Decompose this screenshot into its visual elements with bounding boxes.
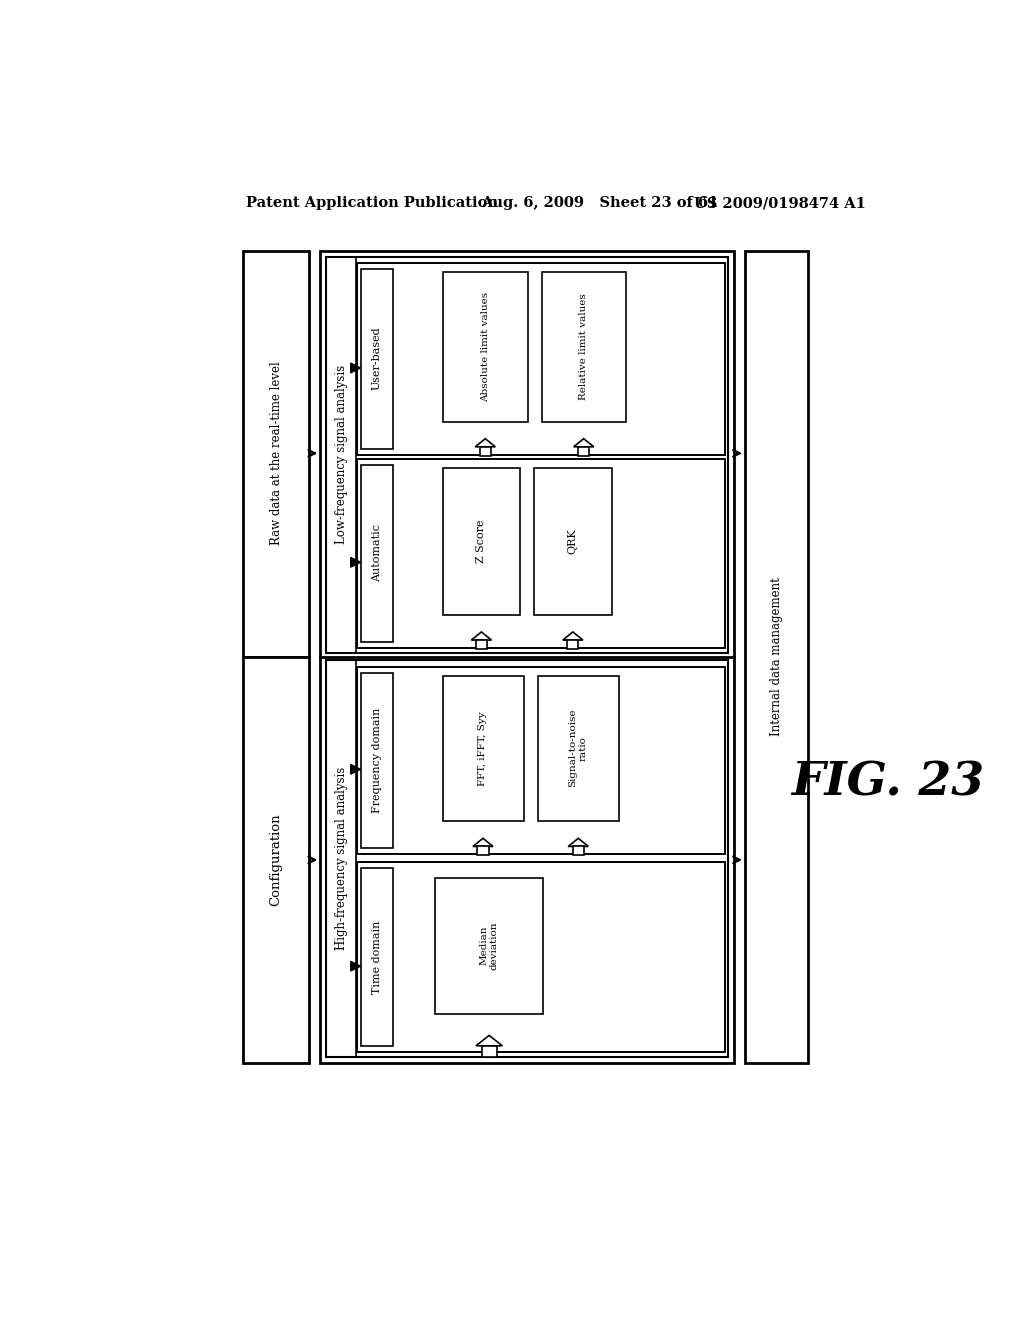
Bar (243, 656, 309, 1063)
Bar (360, 465, 393, 642)
Bar (360, 269, 393, 449)
Text: Configuration: Configuration (269, 813, 283, 907)
Text: Time domain: Time domain (372, 920, 382, 994)
Text: Relative limit values: Relative limit values (580, 293, 588, 400)
Bar (442, 676, 524, 821)
Text: Internal data management: Internal data management (770, 577, 783, 737)
Bar (321, 251, 734, 1063)
Bar (442, 469, 520, 615)
Bar (357, 667, 725, 854)
Text: Frequency domain: Frequency domain (372, 708, 382, 813)
Text: Absolute limit values: Absolute limit values (481, 292, 489, 403)
Text: FFT, iFFT, Syy: FFT, iFFT, Syy (478, 711, 487, 785)
Polygon shape (473, 838, 493, 846)
Polygon shape (471, 632, 492, 640)
Text: Z Score: Z Score (476, 519, 486, 562)
Bar (442, 272, 528, 422)
Bar (435, 878, 544, 1014)
Bar (567, 640, 579, 649)
Bar (360, 869, 393, 1047)
Bar (744, 251, 809, 1063)
Bar (360, 673, 393, 849)
Bar (357, 862, 725, 1052)
Text: Median
deviation: Median deviation (479, 921, 499, 970)
Bar (327, 257, 728, 653)
Bar (243, 251, 309, 656)
Polygon shape (563, 632, 583, 640)
Bar (579, 446, 590, 455)
Bar (477, 846, 488, 855)
Polygon shape (351, 764, 360, 774)
Polygon shape (573, 438, 594, 446)
Bar (476, 640, 487, 649)
Polygon shape (476, 1035, 503, 1045)
Bar (357, 459, 725, 648)
Bar (572, 846, 584, 855)
Bar (542, 272, 626, 422)
Text: Automatic: Automatic (372, 524, 382, 582)
Polygon shape (568, 838, 589, 846)
Bar (538, 676, 620, 821)
Polygon shape (351, 961, 360, 972)
Text: US 2009/0198474 A1: US 2009/0198474 A1 (693, 197, 865, 210)
Text: User-based: User-based (372, 327, 382, 391)
Bar (479, 446, 490, 455)
Text: QRK: QRK (568, 528, 578, 554)
Text: Aug. 6, 2009   Sheet 23 of 61: Aug. 6, 2009 Sheet 23 of 61 (480, 197, 718, 210)
Polygon shape (351, 363, 360, 372)
Text: Raw data at the real-time level: Raw data at the real-time level (269, 362, 283, 545)
Bar (327, 660, 728, 1057)
Polygon shape (475, 438, 496, 446)
Bar (357, 263, 725, 455)
Text: High-frequency signal analysis: High-frequency signal analysis (335, 767, 347, 950)
Polygon shape (351, 557, 360, 568)
Text: FIG. 23: FIG. 23 (791, 759, 984, 805)
Bar (535, 469, 611, 615)
Text: Low-frequency signal analysis: Low-frequency signal analysis (335, 366, 347, 544)
Bar (481, 1045, 497, 1057)
Text: Signal-to-noise
ratio: Signal-to-noise ratio (568, 709, 588, 788)
Text: Patent Application Publication: Patent Application Publication (246, 197, 498, 210)
